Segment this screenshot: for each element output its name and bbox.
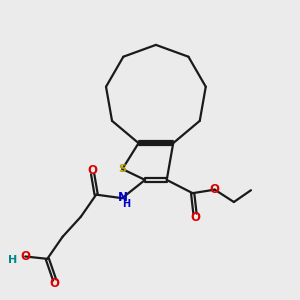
Text: O: O [210, 183, 220, 196]
Text: S: S [118, 164, 126, 174]
Text: H: H [122, 199, 130, 209]
Text: O: O [50, 278, 60, 290]
Text: H: H [8, 255, 17, 265]
Text: O: O [190, 211, 200, 224]
Text: O: O [88, 164, 98, 177]
Text: O: O [20, 250, 30, 263]
Text: N: N [118, 190, 128, 203]
